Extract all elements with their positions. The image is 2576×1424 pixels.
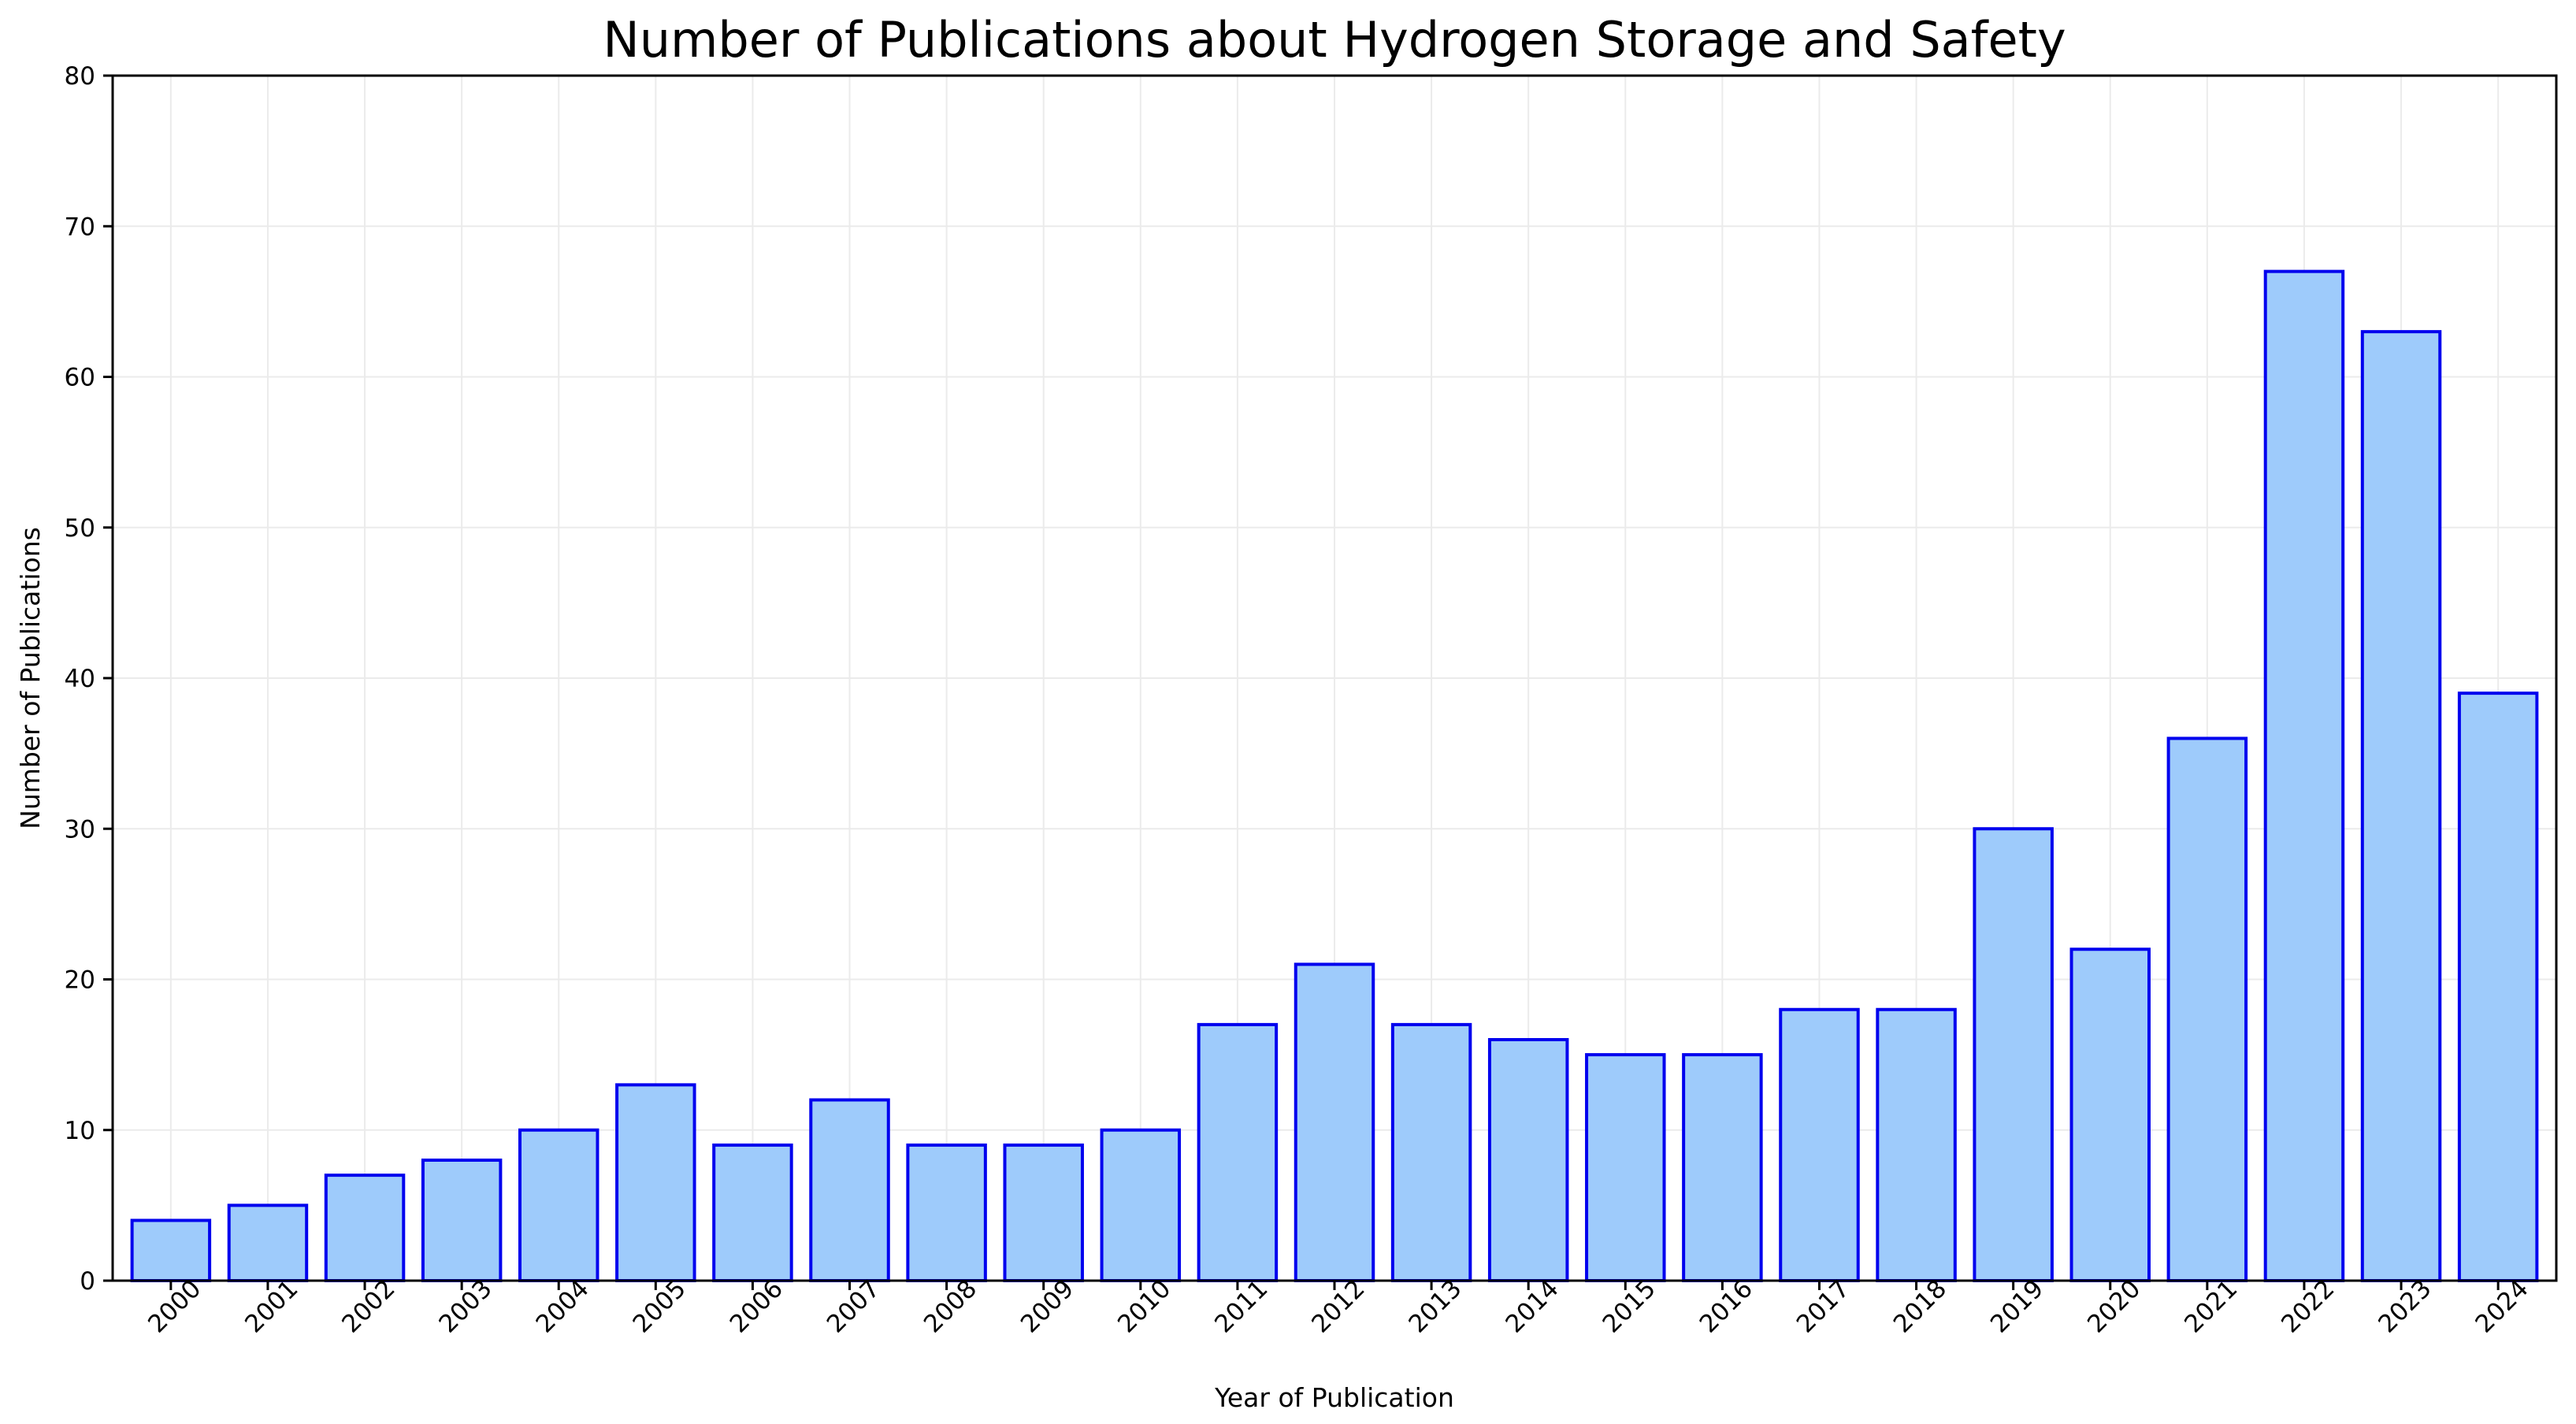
x-tick-label: 2000 bbox=[143, 1274, 206, 1338]
bar-2007 bbox=[809, 1098, 890, 1282]
y-tick-label: 10 bbox=[65, 1117, 95, 1145]
x-tick-label: 2022 bbox=[2276, 1274, 2340, 1338]
y-tick-label: 30 bbox=[65, 815, 95, 844]
bar-2019 bbox=[1973, 827, 2054, 1282]
y-axis-label: Number of Publications bbox=[15, 527, 46, 829]
bar-2003 bbox=[421, 1159, 503, 1282]
y-tick-label: 50 bbox=[65, 514, 95, 543]
x-tick-label: 2010 bbox=[1112, 1274, 1176, 1338]
x-tick-label: 2020 bbox=[2082, 1274, 2146, 1338]
x-tick-label: 2021 bbox=[2179, 1274, 2243, 1338]
bar-2018 bbox=[1876, 1007, 1957, 1282]
bar-2024 bbox=[2457, 692, 2539, 1282]
bar-2014 bbox=[1487, 1038, 1569, 1282]
x-tick-label: 2007 bbox=[822, 1274, 885, 1338]
y-tick-label: 20 bbox=[65, 966, 95, 995]
x-tick-label: 2018 bbox=[1888, 1274, 1952, 1338]
chart-title: Number of Publications about Hydrogen St… bbox=[603, 11, 2066, 69]
x-tick-label: 2012 bbox=[1306, 1274, 1370, 1338]
bar-2017 bbox=[1779, 1007, 1860, 1282]
x-tick-label: 2024 bbox=[2470, 1274, 2533, 1338]
x-tick-label: 2009 bbox=[1015, 1274, 1079, 1338]
bar-2000 bbox=[130, 1218, 212, 1282]
bar-2012 bbox=[1294, 962, 1375, 1282]
bar-2011 bbox=[1197, 1022, 1279, 1282]
x-tick-label: 2005 bbox=[628, 1274, 692, 1338]
y-tick-label: 40 bbox=[65, 665, 95, 693]
x-tick-label: 2013 bbox=[1403, 1274, 1467, 1338]
y-tick-label: 0 bbox=[80, 1267, 95, 1296]
bar-2002 bbox=[324, 1174, 406, 1282]
x-tick-label: 2014 bbox=[1500, 1274, 1564, 1338]
x-tick-label: 2006 bbox=[725, 1274, 789, 1338]
x-tick-label: 2002 bbox=[336, 1274, 400, 1338]
y-tick-label: 60 bbox=[65, 364, 95, 392]
x-tick-label: 2004 bbox=[531, 1274, 595, 1338]
bar-2009 bbox=[1003, 1143, 1084, 1282]
x-tick-label: 2019 bbox=[1985, 1274, 2049, 1338]
bar-2001 bbox=[227, 1203, 309, 1282]
x-tick-label: 2003 bbox=[433, 1274, 497, 1338]
bar-2022 bbox=[2263, 269, 2345, 1282]
x-axis-ticks: 2000 2001 2002 2003 2004 2005 2006 2007 2008 2009… bbox=[143, 1274, 2534, 1338]
x-tick-label: 2011 bbox=[1209, 1274, 1273, 1338]
x-tick-label: 2015 bbox=[1598, 1274, 1661, 1338]
bar-2023 bbox=[2360, 330, 2442, 1282]
y-axis-ticks: 0 10 20 30 40 50 60 70 80 bbox=[65, 62, 113, 1296]
bar-2004 bbox=[518, 1128, 599, 1282]
bar-2016 bbox=[1682, 1053, 1763, 1282]
x-tick-label: 2016 bbox=[1694, 1274, 1758, 1338]
bar-2015 bbox=[1585, 1053, 1666, 1282]
bar-2020 bbox=[2069, 947, 2151, 1282]
bar-2010 bbox=[1100, 1128, 1182, 1282]
y-tick-label: 70 bbox=[65, 213, 95, 241]
bar-2021 bbox=[2166, 736, 2248, 1282]
bar-2013 bbox=[1390, 1022, 1472, 1282]
x-tick-label: 2008 bbox=[919, 1274, 982, 1338]
x-tick-label: 2023 bbox=[2373, 1274, 2437, 1338]
bar-2005 bbox=[615, 1083, 696, 1282]
x-tick-label: 2017 bbox=[1791, 1274, 1855, 1338]
x-axis-label: Year of Publication bbox=[1214, 1382, 1454, 1413]
bar-2006 bbox=[712, 1143, 793, 1282]
bar-2008 bbox=[906, 1143, 987, 1282]
y-tick-label: 80 bbox=[65, 62, 95, 91]
x-tick-label: 2001 bbox=[239, 1274, 303, 1338]
